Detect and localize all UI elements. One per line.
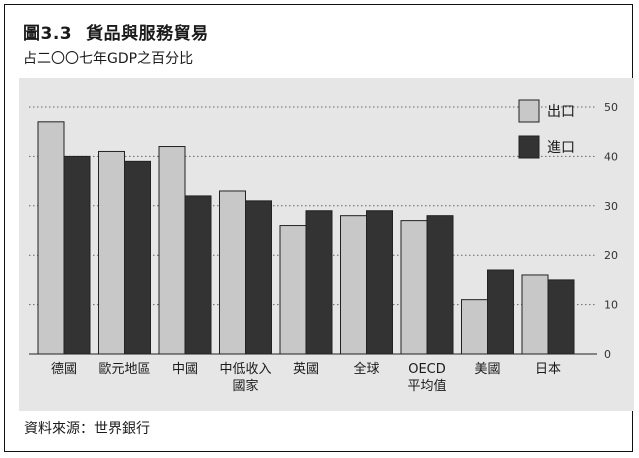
- category-label: 全球: [353, 361, 379, 377]
- category-label: 中低收入: [219, 362, 271, 377]
- figure-frame: 圖3.3 貨品與服務貿易 占二〇〇七年GDP之百分比 0 10 20 30 40 50 德國 歐…: [4, 4, 634, 452]
- import-bar: [184, 195, 212, 355]
- legend-label-import: 進口: [547, 140, 575, 156]
- figure-number: 圖3.3: [23, 24, 73, 44]
- export-bar: [98, 150, 125, 355]
- export-bar: [461, 299, 488, 355]
- source-note: 資料來源：世界銀行: [24, 421, 150, 437]
- y-tick-label: 0: [604, 348, 611, 361]
- import-bar: [124, 160, 151, 355]
- export-bar: [37, 121, 65, 355]
- y-tick-label: 20: [604, 249, 618, 262]
- export-bar: [219, 190, 246, 355]
- export-bar: [521, 274, 549, 355]
- category-label: 美國: [474, 362, 500, 377]
- import-bar: [63, 155, 91, 355]
- category-label: 中國: [172, 362, 198, 377]
- import-bar: [245, 200, 272, 355]
- export-bar: [279, 225, 307, 355]
- category-label: 平均值: [407, 378, 446, 394]
- import-bar: [547, 279, 575, 355]
- import-bar: [366, 210, 393, 355]
- y-tick-label: 40: [604, 150, 618, 163]
- category-label: 德國: [51, 362, 77, 377]
- y-tick-label: 50: [604, 101, 618, 114]
- category-label: OECD: [408, 362, 446, 377]
- figure-subtitle: 占二〇〇七年GDP之百分比: [23, 51, 194, 67]
- category-label: 英國: [293, 362, 319, 377]
- figure-title: 圖3.3 貨品與服務貿易: [23, 19, 209, 44]
- y-tick-label: 30: [604, 200, 618, 213]
- export-bar: [158, 146, 186, 355]
- import-bar: [426, 215, 454, 355]
- category-label: 日本: [535, 362, 561, 377]
- legend-swatch-export: [518, 99, 540, 123]
- chart-panel: 0 10 20 30 40 50 德國 歐元地區 中國 中低收入 國家 英國 全球 OECD 平均值 美國 日本…: [19, 78, 634, 411]
- legend-swatch-import: [518, 135, 540, 159]
- figure-title-text: 貨品與服務貿易: [86, 24, 209, 44]
- import-bar: [305, 210, 333, 355]
- category-label: 歐元地區: [98, 362, 150, 377]
- y-tick-label: 10: [604, 299, 618, 312]
- legend-label-export: 出口: [547, 104, 575, 120]
- import-bar: [487, 269, 514, 355]
- category-label: 國家: [232, 378, 258, 394]
- export-bar: [400, 220, 428, 355]
- export-bar: [340, 215, 367, 355]
